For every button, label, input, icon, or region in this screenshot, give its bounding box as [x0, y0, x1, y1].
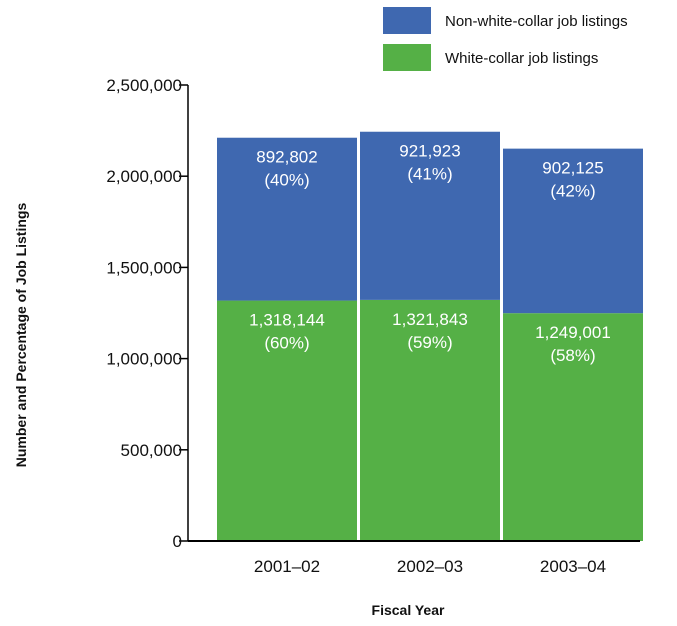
legend-swatch	[383, 44, 431, 71]
bar-value-label: 902,125	[542, 159, 603, 178]
bar-value-label: 892,802	[256, 148, 317, 167]
bar-percent-label: (60%)	[264, 334, 309, 353]
y-tick-label: 0	[173, 532, 182, 551]
legend-label: Non-white-collar job listings	[445, 13, 628, 30]
x-tick-label: 2001–02	[254, 557, 320, 576]
x-tick-label: 2002–03	[397, 557, 463, 576]
bar-percent-label: (42%)	[550, 182, 595, 201]
bar-percent-label: (40%)	[264, 171, 309, 190]
y-tick-label: 2,500,000	[106, 76, 182, 95]
bar-value-label: 921,923	[399, 142, 460, 161]
x-axis: 2001–02 2002–03 2003–04	[188, 540, 640, 576]
bar-value-label: 1,321,843	[392, 310, 468, 329]
bar-segment	[217, 137, 357, 301]
bar-segment	[503, 148, 643, 314]
bar-segment	[503, 313, 643, 541]
bar-segment	[217, 300, 357, 541]
bar-segment	[360, 299, 500, 541]
bars: 1,318,144 (60%) 892,802 (40%) 1,321,843 (59%)…	[217, 131, 643, 541]
legend-swatch	[383, 7, 431, 34]
bar-percent-label: (59%)	[407, 333, 452, 352]
bar-percent-label: (41%)	[407, 165, 452, 184]
bar-percent-label: (58%)	[550, 346, 595, 365]
y-tick-label: 2,000,000	[106, 167, 182, 186]
y-axis-title: Number and Percentage of Job Listings	[13, 203, 29, 468]
x-axis-title: Fiscal Year	[372, 602, 445, 618]
legend: Non-white-collar job listings White-colla…	[383, 7, 628, 71]
y-tick-label: 500,000	[121, 441, 182, 460]
x-tick-label: 2003–04	[540, 557, 606, 576]
y-axis: 0 500,000 1,000,000 1,500,000 2,000,000 2,500…	[106, 76, 189, 551]
bar-segment	[360, 131, 500, 300]
bar-value-label: 1,249,001	[535, 323, 611, 342]
y-tick-label: 1,000,000	[106, 350, 182, 369]
y-tick-label: 1,500,000	[106, 258, 182, 277]
bar-value-label: 1,318,144	[249, 311, 325, 330]
legend-label: White-collar job listings	[445, 50, 598, 67]
